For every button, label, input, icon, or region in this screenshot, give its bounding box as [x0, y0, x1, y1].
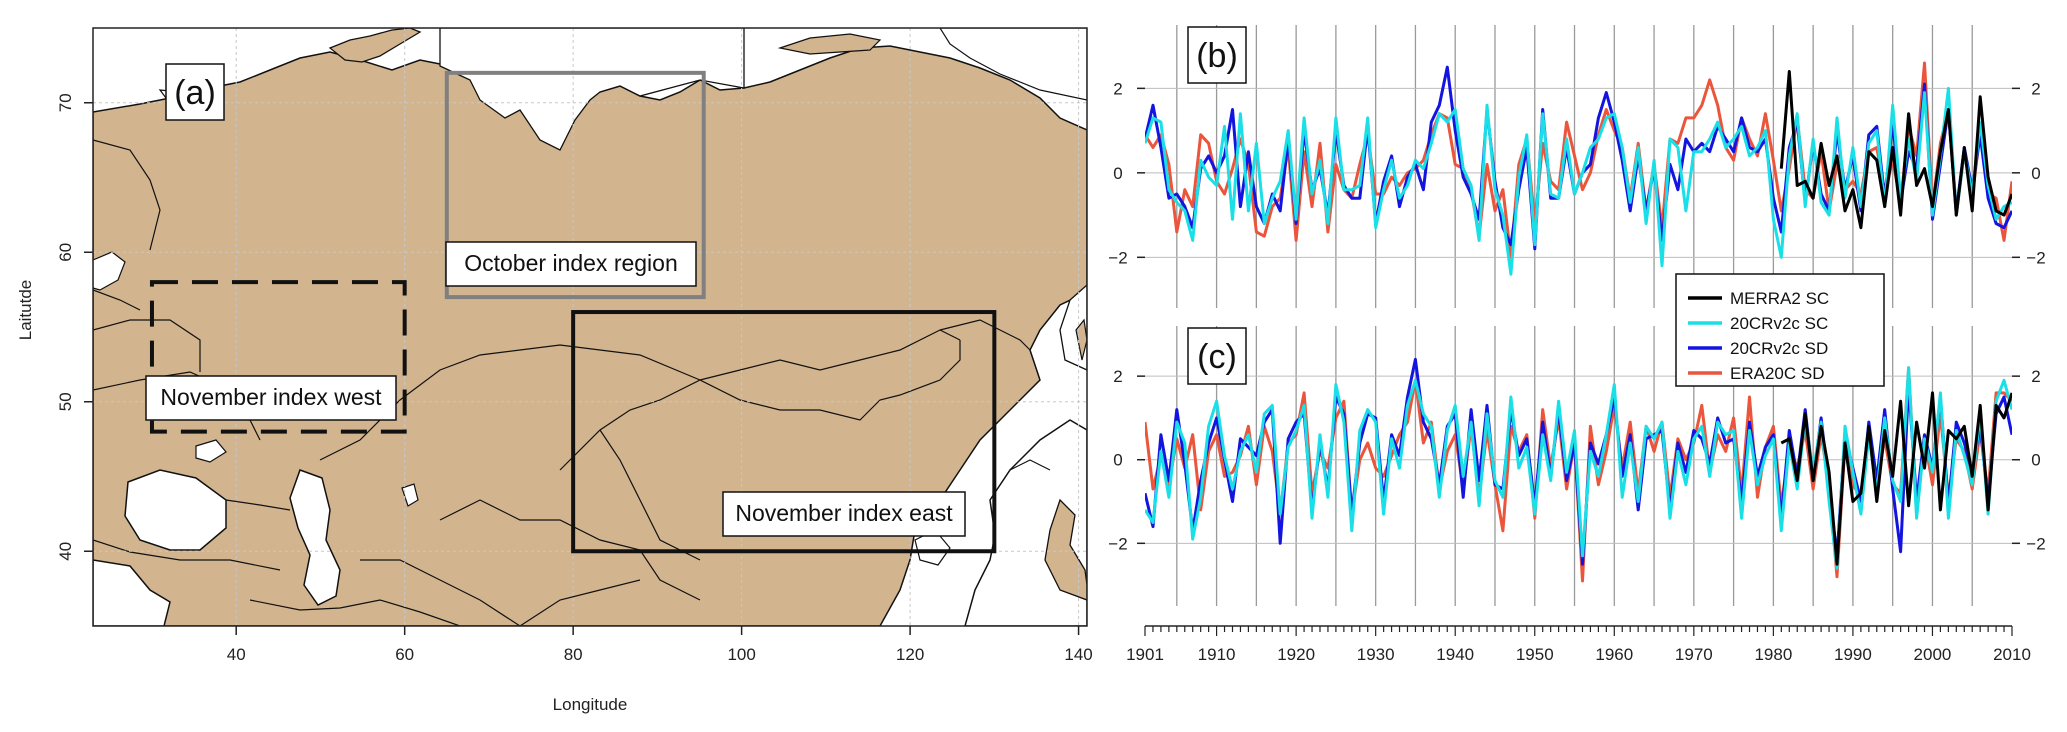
map-land-group [93, 28, 1087, 626]
y-tick-label-right: 0 [2031, 451, 2040, 470]
border-china-west [599, 429, 701, 561]
x-tick-label: 1910 [1198, 645, 1236, 664]
map-x-tick-label: 120 [896, 645, 924, 664]
legend-label: 20CRv2c SD [1730, 339, 1828, 358]
japan [1044, 498, 1087, 601]
x-tick-label: 1930 [1357, 645, 1395, 664]
map-x-tick-label: 140 [1064, 645, 1092, 664]
panel-b-chart: −2 −2 0 0 2 2 (b) [1108, 25, 2046, 308]
panel-label-text: (c) [1197, 338, 1237, 376]
x-tick-label: 1940 [1436, 645, 1474, 664]
y-tick-label-left: 0 [1113, 451, 1122, 470]
october-region-label-text: October index region [464, 250, 678, 276]
series-line-merra2-sc [1779, 70, 2012, 230]
y-tick-label-left: −2 [1108, 534, 1127, 553]
border-ru-cn-east [939, 319, 1031, 351]
y-tick-label-right: −2 [2026, 248, 2045, 267]
time-series-x-axis: 1901 1910 1920 1930 1940 1950 1960 1970 1980 1990… [1126, 625, 2031, 664]
kara-sea [439, 28, 745, 151]
border-korea [1009, 459, 1051, 471]
series-line-merra2-sc [1780, 391, 2012, 566]
legend-label: 20CRv2c SC [1730, 314, 1828, 333]
november-east-label-text: November index east [735, 500, 953, 526]
black-sea [124, 469, 227, 551]
map-frame [92, 27, 1088, 627]
november-west-box [149, 280, 407, 434]
map-y-tick-label: 50 [56, 392, 75, 411]
border-kz-cn [559, 379, 701, 471]
november-west-label: November index west [145, 375, 397, 421]
map-xlabel: Longitude [553, 695, 628, 714]
panel-label-text: (b) [1196, 37, 1238, 75]
map-y-tick-label: 40 [56, 542, 75, 561]
border-belarus [93, 319, 201, 372]
x-tick-label: 1950 [1516, 645, 1554, 664]
november-east-box [571, 310, 997, 554]
border-finland [93, 139, 161, 251]
panel-a-label-text: (a) [174, 74, 216, 112]
panel-c-chart: −2 −2 0 0 2 2 (c) [1108, 326, 2046, 606]
x-tick-label: 1960 [1595, 645, 1633, 664]
map-panel: October index region November index west… [16, 27, 1093, 714]
series-line-20crv2c-sc [1145, 86, 2012, 276]
border-mn-cn [699, 340, 961, 421]
map-ylabel: Laitutde [16, 280, 35, 341]
mediterranean [93, 559, 171, 626]
east-arctic-coast [939, 28, 1087, 101]
x-tick-label: 2000 [1914, 645, 1952, 664]
legend: MERRA2 SC 20CRv2c SC 20CRv2c SD ERA20C SD [1675, 273, 1885, 387]
map-x-tick-label: 100 [727, 645, 755, 664]
map-x-axis: 40 60 80 100 120 140 [227, 626, 1093, 664]
x-tick-label: 1920 [1277, 645, 1315, 664]
legend-label: MERRA2 SC [1730, 289, 1829, 308]
legend-box [1675, 273, 1885, 387]
map-y-axis: 40 50 60 70 [56, 93, 93, 561]
y-tick-label-left: −2 [1108, 248, 1127, 267]
legend-label: ERA20C SD [1730, 364, 1824, 383]
severnaya-zemlya [777, 33, 882, 55]
map-y-tick-label: 60 [56, 243, 75, 262]
series-lines [1145, 357, 2012, 583]
y-tick-label-right: 2 [2031, 367, 2040, 386]
novaya-zemlya [328, 28, 422, 63]
x-tick-label: 1990 [1834, 645, 1872, 664]
border-uzbek [360, 559, 521, 626]
y-tick-label-right: 0 [2031, 164, 2040, 183]
panel-a-label: (a) [165, 63, 225, 121]
y-tick-label-right: 2 [2031, 79, 2040, 98]
panel-label: (b) [1187, 26, 1247, 84]
x-tick-label: 1980 [1754, 645, 1792, 664]
november-east-label: November index east [722, 491, 966, 537]
y-tick-label-left: 2 [1113, 367, 1122, 386]
map-x-tick-label: 80 [564, 645, 583, 664]
border-turkey [93, 539, 281, 571]
x-tick-label: 1901 [1126, 645, 1164, 664]
map-y-tick-label: 70 [56, 93, 75, 112]
series-lines [1145, 61, 2012, 276]
border-central-asia [439, 499, 701, 601]
border-baltics [93, 289, 141, 311]
panel-label: (c) [1187, 327, 1247, 385]
border-afghan [519, 579, 641, 626]
october-region-box [444, 70, 706, 300]
country-borders [93, 139, 1051, 626]
november-west-label-text: November index west [160, 384, 382, 410]
october-region-label: October index region [445, 241, 697, 287]
y-tick-label-left: 0 [1113, 164, 1122, 183]
map-x-tick-label: 60 [395, 645, 414, 664]
x-tick-label: 1970 [1675, 645, 1713, 664]
caspian-sea [289, 469, 341, 606]
border-ru-mn [699, 329, 961, 381]
series-line-20crv2c-sd [1145, 65, 2012, 251]
y-tick-label-left: 2 [1113, 79, 1122, 98]
sea-of-azov [195, 439, 227, 463]
border-iran [249, 599, 461, 626]
x-tick-label: 2010 [1993, 645, 2031, 664]
map-x-tick-label: 40 [227, 645, 246, 664]
border-caucasus [225, 499, 291, 511]
y-tick-label-right: −2 [2026, 534, 2045, 553]
aral-sea [401, 483, 419, 507]
